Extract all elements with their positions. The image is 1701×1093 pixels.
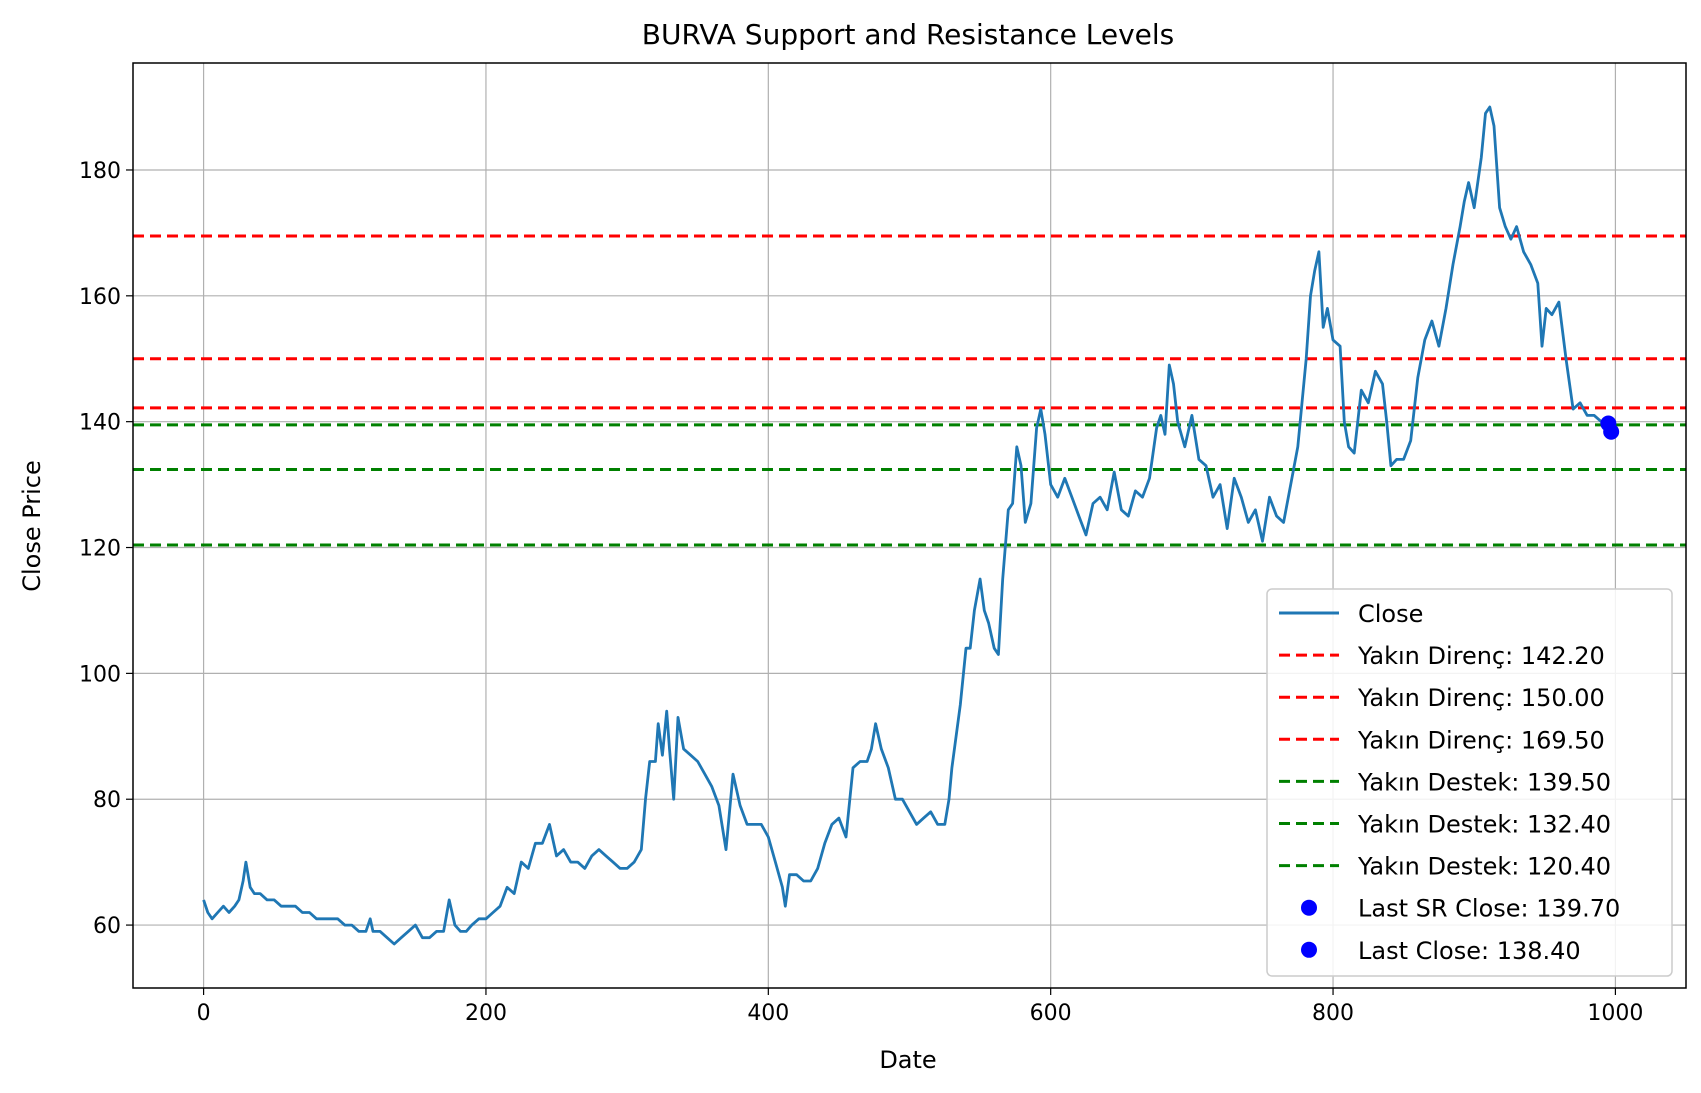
y-tick-label: 120 <box>79 537 121 562</box>
legend-label: Last Close: 138.40 <box>1358 937 1581 965</box>
y-tick-label: 100 <box>79 662 121 687</box>
x-tick-label: 1000 <box>1587 1001 1643 1026</box>
plot-frame <box>132 62 1687 989</box>
legend: Close Yakın Direnç: 142.20 Yakın Direnç: 1… <box>1266 588 1673 977</box>
legend-label: Yakın Direnç: 169.50 <box>1357 726 1605 754</box>
legend-label: Close <box>1358 600 1423 628</box>
y-tick-label: 60 <box>93 914 121 939</box>
legend-label: Yakın Direnç: 142.20 <box>1357 642 1605 670</box>
y-tick-label: 180 <box>79 159 121 184</box>
legend-label: Yakın Destek: 132.40 <box>1357 811 1611 839</box>
x-tick-label: 800 <box>1312 1001 1354 1026</box>
y-tick-label: 160 <box>79 285 121 310</box>
legend-label: Yakın Destek: 139.50 <box>1357 768 1611 796</box>
y-tick-label: 80 <box>93 788 121 813</box>
x-tick-label: 0 <box>197 1001 211 1026</box>
level-lines <box>133 234 1686 547</box>
y-tick-label: 140 <box>79 411 121 436</box>
y-axis-label: Close Price <box>18 460 46 592</box>
legend-label: Yakın Direnç: 150.00 <box>1357 684 1605 712</box>
ticks: 0 200 400 600 800 1000 60 80 100 120 140 160 180 <box>79 159 1643 1026</box>
x-tick-label: 200 <box>465 1001 507 1026</box>
legend-swatch <box>1301 941 1317 958</box>
close-marker-point <box>1603 423 1620 440</box>
close-series-line <box>202 105 1616 946</box>
legend-label: Yakın Destek: 120.40 <box>1357 853 1611 881</box>
marker-points <box>1600 415 1620 440</box>
chart-title: BURVA Support and Resistance Levels <box>642 18 1175 51</box>
x-axis-label: Date <box>879 1046 936 1074</box>
legend-swatch <box>1301 899 1317 916</box>
legend-box <box>1266 588 1673 977</box>
x-tick-label: 600 <box>1030 1001 1072 1026</box>
x-tick-label: 400 <box>747 1001 789 1026</box>
legend-label: Last SR Close: 139.70 <box>1358 895 1620 923</box>
series-layer <box>202 105 1616 946</box>
